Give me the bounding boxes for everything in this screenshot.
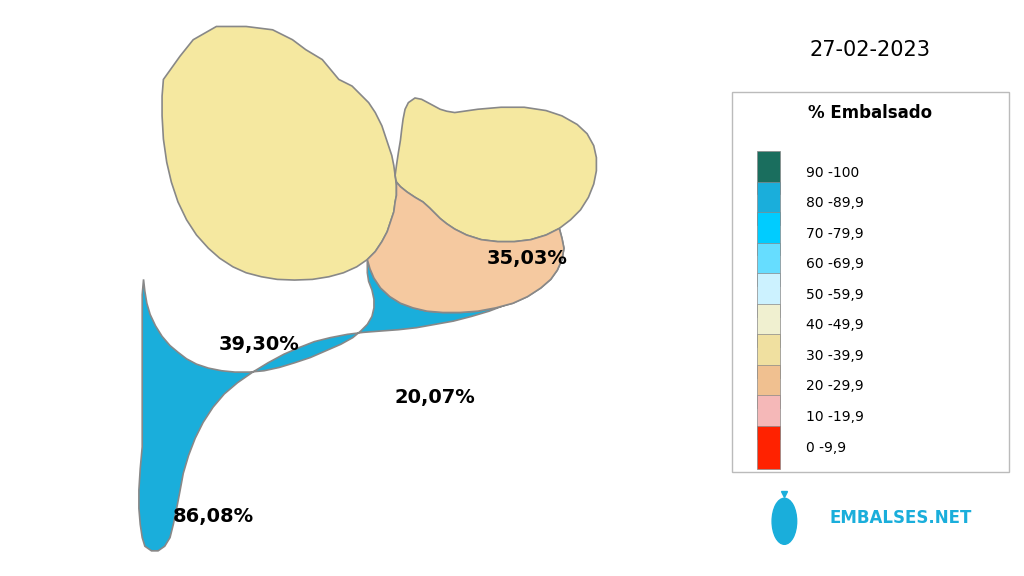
Bar: [757, 396, 780, 439]
Text: 90 -100: 90 -100: [806, 166, 859, 180]
Bar: [757, 212, 780, 256]
Bar: [757, 426, 780, 469]
Bar: [757, 273, 780, 316]
Polygon shape: [162, 26, 396, 280]
Bar: [732, 92, 1009, 472]
Bar: [757, 304, 780, 347]
Text: 40 -49,9: 40 -49,9: [806, 319, 863, 332]
Text: 30 -39,9: 30 -39,9: [806, 349, 863, 363]
Text: 39,30%: 39,30%: [219, 335, 300, 354]
Bar: [757, 365, 780, 408]
Text: 0 -9,9: 0 -9,9: [806, 441, 846, 454]
Text: 27-02-2023: 27-02-2023: [810, 40, 931, 60]
Text: EMBALSES.NET: EMBALSES.NET: [829, 509, 973, 528]
Text: 86,08%: 86,08%: [172, 507, 254, 526]
Text: 20,07%: 20,07%: [394, 388, 475, 407]
Text: 80 -89,9: 80 -89,9: [806, 196, 864, 210]
Bar: [757, 243, 780, 286]
Bar: [757, 334, 780, 378]
Bar: [757, 151, 780, 195]
Text: 60 -69,9: 60 -69,9: [806, 257, 864, 271]
Text: % Embalsado: % Embalsado: [808, 104, 933, 122]
Polygon shape: [368, 182, 564, 313]
Text: 10 -19,9: 10 -19,9: [806, 410, 864, 424]
Bar: [757, 182, 780, 225]
Text: 35,03%: 35,03%: [487, 249, 568, 268]
Text: 50 -59,9: 50 -59,9: [806, 288, 863, 302]
Circle shape: [772, 498, 797, 544]
Text: 70 -79,9: 70 -79,9: [806, 227, 863, 241]
Polygon shape: [139, 229, 564, 551]
Text: 20 -29,9: 20 -29,9: [806, 380, 863, 393]
Polygon shape: [395, 98, 596, 242]
